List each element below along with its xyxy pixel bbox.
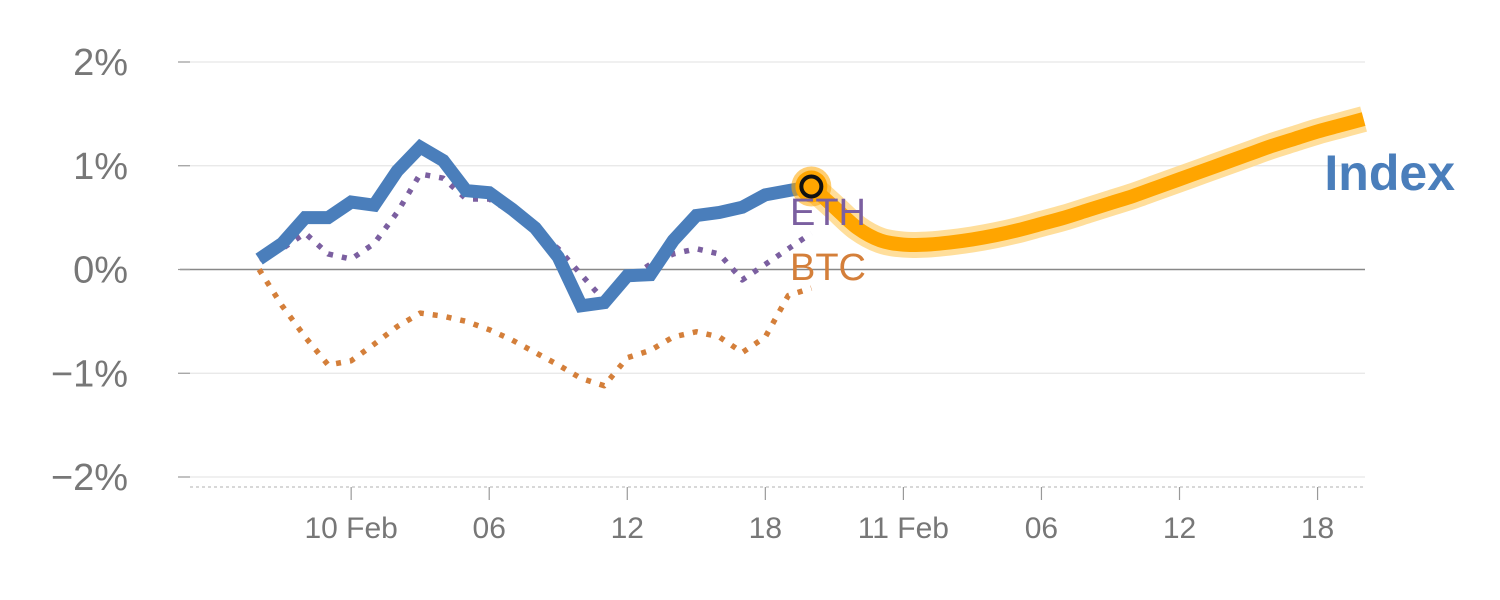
label-layer: Index ETH BTC <box>790 145 1455 289</box>
y-tick-label-0: 2% <box>73 42 128 84</box>
x-tick-label-2: 12 <box>611 512 644 545</box>
btc-series-line <box>256 268 813 389</box>
x-tick-label-0: 10 Feb <box>304 512 397 545</box>
btc-series-label: BTC <box>790 247 866 289</box>
x-tick-label-3: 18 <box>749 512 782 545</box>
y-tick-label-1: 1% <box>73 146 128 188</box>
y-tick-label-2: 0% <box>73 250 128 292</box>
eth-series-label: ETH <box>790 192 866 234</box>
index-series-label: Index <box>1324 145 1455 201</box>
forecast-series-line <box>806 112 1366 252</box>
x-tick-label-6: 12 <box>1163 512 1196 545</box>
grid-layer <box>180 61 1365 478</box>
marker-layer <box>791 166 832 207</box>
series-layer <box>255 106 1367 389</box>
y-tick-label-3: −1% <box>51 353 128 395</box>
x-tick-label-1: 06 <box>473 512 506 545</box>
y-tick-label-4: −2% <box>51 457 128 499</box>
x-tick-label-7: 18 <box>1301 512 1334 545</box>
x-tick-label-4: 11 Feb <box>858 512 949 545</box>
axis-layer: 2% 1% 0% −1% −2% 10 Feb 06 12 18 11 Feb 06 12 18 <box>51 42 1365 545</box>
index-series-line <box>255 138 813 313</box>
x-tick-label-5: 06 <box>1025 512 1058 545</box>
marker-point <box>799 174 824 199</box>
